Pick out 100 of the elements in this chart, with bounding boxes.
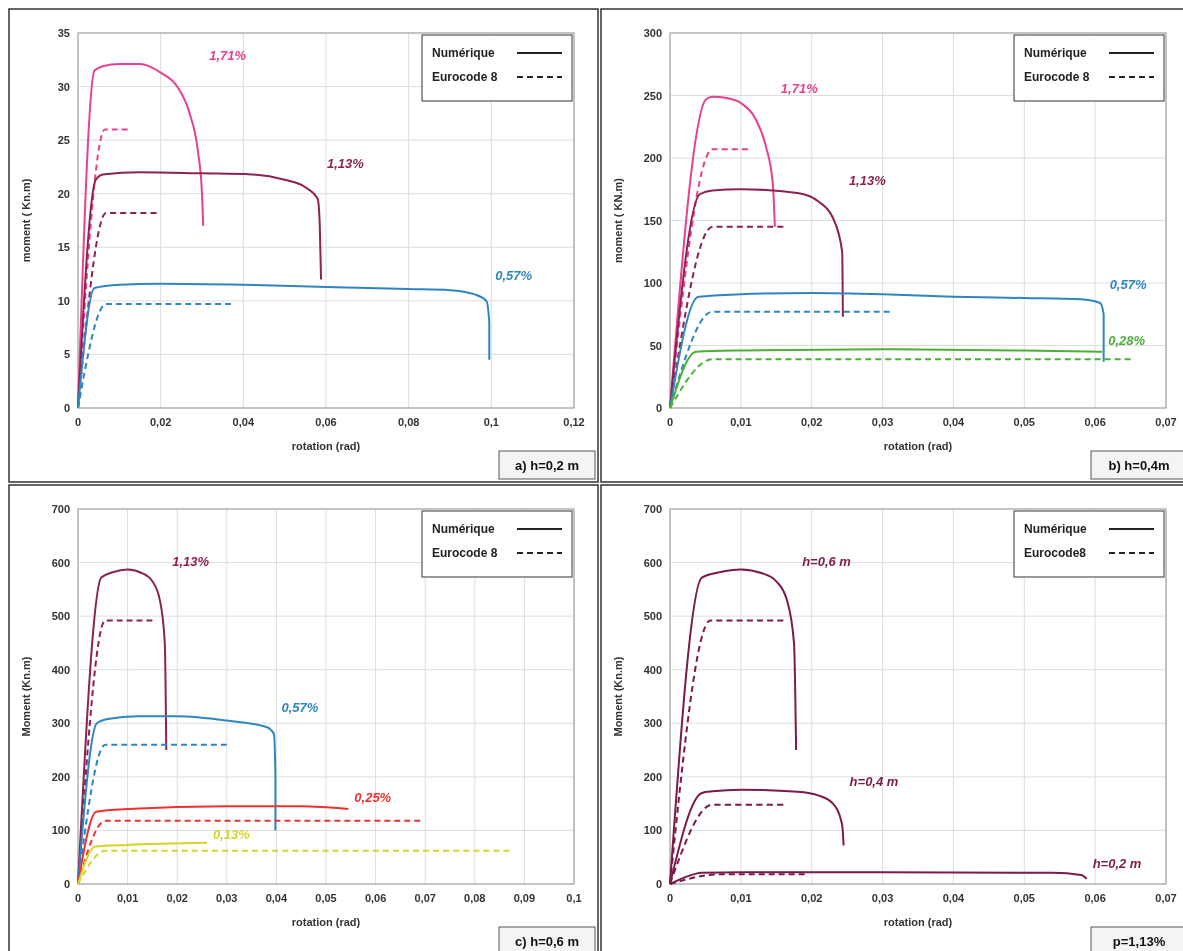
- y-axis-title: moment ( Kn.m): [20, 178, 32, 263]
- key-box: Numérique Eurocode 8: [421, 510, 573, 578]
- annotation: Numérique: [432, 46, 495, 60]
- key-box: Numérique Eurocode8: [1013, 510, 1165, 578]
- x-tick-label: 0,1: [566, 892, 582, 904]
- series-label: h=0,4 m: [849, 773, 899, 789]
- x-tick-label: 0,01: [730, 892, 752, 904]
- y-tick-label: 200: [643, 770, 662, 783]
- y-tick-label: 400: [643, 663, 662, 676]
- annotation: Numérique: [1024, 46, 1087, 60]
- x-tick-label: 0: [74, 416, 82, 428]
- x-tick-label: 0,07: [414, 892, 436, 904]
- text: c) h=0,6 m: [515, 934, 579, 949]
- y-tick-label: 0: [63, 402, 70, 414]
- x-tick-label: 0,04: [232, 416, 255, 428]
- text: b) h=0,4m: [1108, 458, 1170, 473]
- y-tick-label: 250: [643, 89, 662, 102]
- y-axis-title: Moment (Kn.m): [20, 656, 32, 737]
- annotation: Eurocode 8: [432, 546, 498, 560]
- y-tick-label: 0: [655, 878, 662, 890]
- x-axis-title: rotation (rad): [291, 916, 361, 928]
- x-tick-label: 0,07: [1155, 416, 1177, 428]
- y-tick-label: 25: [57, 134, 70, 147]
- text: 1,13%: [848, 173, 887, 189]
- x-axis-title: rotation (rad): [883, 916, 953, 928]
- x-tick-label: 0,04: [265, 892, 288, 904]
- y-tick-label: 100: [643, 277, 662, 289]
- series-label: 0,57%: [1109, 277, 1147, 292]
- series-label: 0,13%: [212, 826, 251, 842]
- x-tick-label: 0: [666, 892, 674, 904]
- x-tick-label: 0,02: [149, 416, 172, 428]
- key-box: Numérique Eurocode 8: [1013, 34, 1165, 102]
- y-tick-label: 500: [643, 610, 662, 623]
- text: p=1,13%: [1112, 934, 1166, 949]
- x-tick-label: 0,03: [216, 892, 238, 904]
- x-tick-label: 0,04: [942, 416, 966, 428]
- series-label: 0,57%: [281, 700, 319, 716]
- y-tick-label: 600: [643, 556, 662, 569]
- y-tick-label: 300: [643, 717, 662, 730]
- x-tick-label: 0,06: [315, 416, 337, 428]
- x-tick-label: 0,1: [483, 416, 499, 428]
- x-tick-label: 0,06: [1084, 892, 1106, 904]
- y-tick-label: 0: [655, 402, 662, 414]
- text: h=0,6 m: [802, 553, 852, 569]
- x-tick-label: 0: [666, 416, 674, 428]
- annotation: Eurocode 8: [432, 70, 498, 84]
- series-label: 1,13%: [327, 156, 365, 172]
- x-tick-label: 0,06: [364, 892, 387, 904]
- x-tick-label: 0,09: [513, 892, 536, 904]
- y-tick-label: 50: [649, 339, 662, 352]
- text: 1,71%: [780, 80, 819, 96]
- key-box: Numérique Eurocode 8: [421, 34, 573, 102]
- x-tick-label: 0,08: [464, 892, 486, 904]
- y-tick-label: 700: [643, 503, 662, 515]
- y-axis-title: Moment (Kn.m): [612, 656, 624, 737]
- x-tick-label: 0,01: [730, 416, 752, 428]
- annotation: Eurocode 8: [1024, 70, 1090, 84]
- y-tick-label: 0: [63, 878, 70, 890]
- series-label: 1,13%: [172, 553, 210, 569]
- series-label: 0,25%: [354, 790, 392, 806]
- series-label: 0,57%: [495, 267, 533, 283]
- x-tick-label: 0,12: [563, 416, 585, 428]
- x-tick-label: 0,06: [1084, 416, 1106, 428]
- annotation: Eurocode8: [1024, 546, 1087, 560]
- annotation: Numérique: [432, 522, 495, 536]
- x-tick-label: 0,04: [942, 892, 966, 904]
- x-tick-label: 0: [74, 892, 82, 904]
- x-tick-label: 0,03: [871, 416, 894, 428]
- x-tick-label: 0,07: [1155, 892, 1177, 904]
- y-tick-label: 600: [51, 556, 70, 569]
- y-tick-label: 30: [57, 80, 70, 93]
- y-axis-title: moment ( KN.m): [612, 177, 624, 263]
- y-tick-label: 500: [51, 610, 70, 623]
- x-axis-title: rotation (rad): [291, 440, 361, 452]
- x-tick-label: 0,01: [116, 892, 139, 904]
- y-tick-label: 300: [643, 27, 662, 39]
- x-tick-label: 0,05: [1013, 892, 1035, 904]
- annotation: Numérique: [1024, 522, 1087, 536]
- series-label: h=0,2 m: [1092, 856, 1142, 872]
- series-label: 0,28%: [1108, 333, 1146, 349]
- y-tick-label: 700: [51, 503, 70, 515]
- x-axis-title: rotation (rad): [883, 440, 953, 452]
- y-tick-label: 35: [57, 27, 70, 39]
- text: 1,71%: [209, 48, 247, 64]
- y-tick-label: 100: [51, 824, 70, 837]
- y-tick-label: 200: [51, 770, 70, 783]
- x-tick-label: 0,05: [315, 892, 337, 904]
- y-tick-label: 400: [51, 663, 70, 676]
- y-tick-label: 150: [643, 214, 662, 227]
- x-tick-label: 0,03: [871, 892, 894, 904]
- y-tick-label: 5: [63, 348, 70, 361]
- x-tick-label: 0,02: [166, 892, 188, 904]
- x-tick-label: 0,08: [397, 416, 420, 428]
- y-tick-label: 20: [57, 187, 70, 200]
- y-tick-label: 10: [57, 294, 70, 307]
- x-tick-label: 0,05: [1013, 416, 1035, 428]
- text: a) h=0,2 m: [515, 458, 579, 473]
- y-tick-label: 15: [57, 241, 70, 254]
- x-tick-label: 0,02: [801, 416, 823, 428]
- x-tick-label: 0,02: [801, 892, 823, 904]
